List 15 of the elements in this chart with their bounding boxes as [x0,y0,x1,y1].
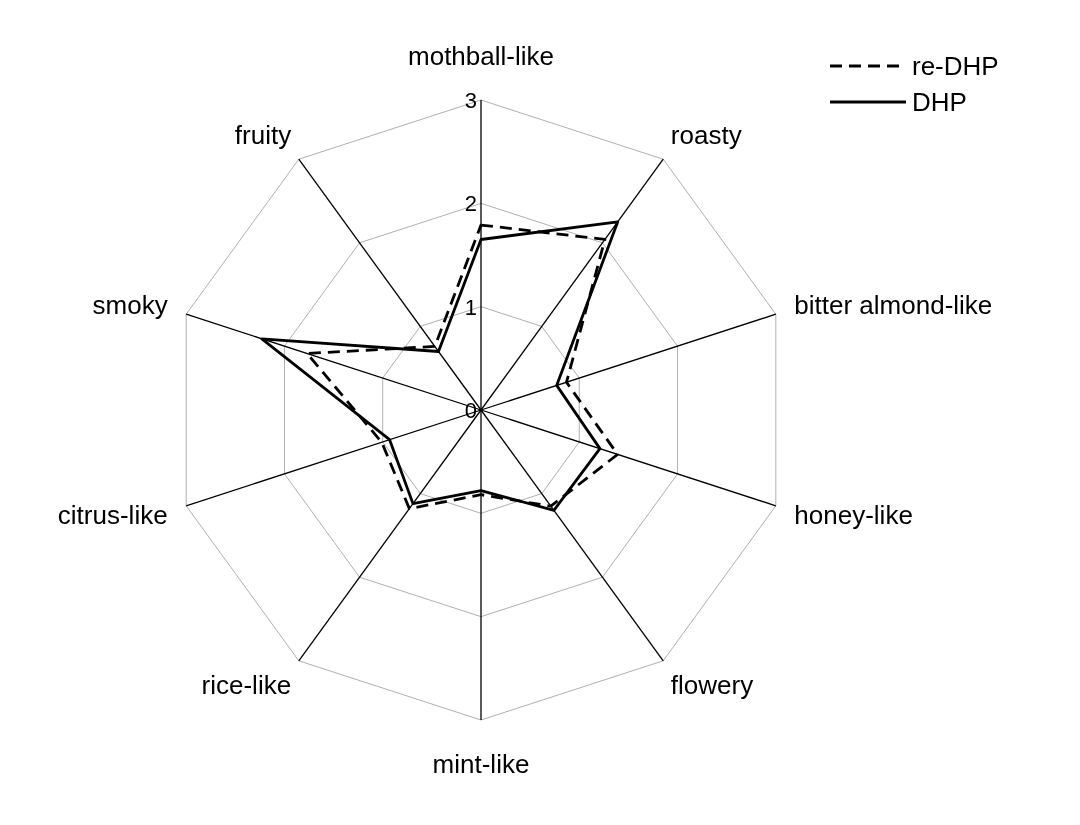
spoke-label: mint-like [432,749,530,779]
legend-label: re-DHP [912,51,999,81]
y-tick-label: 1 [464,294,477,320]
legend-label: DHP [912,87,967,117]
spoke-label: rice-like [201,670,292,701]
spoke-label: honey-like [794,500,913,531]
y-tick-label: 2 [464,191,477,217]
spoke-label: flowery [670,670,754,701]
spoke-label: citrus-like [57,500,168,531]
spoke-label: roasty [670,119,742,150]
spoke-label: mothball-like [408,41,554,71]
spoke-label: fruity [234,119,292,150]
spoke-label: smoky [92,289,168,320]
y-tick-label: 3 [464,88,477,113]
spoke-label: bitter almond-like [794,289,993,320]
